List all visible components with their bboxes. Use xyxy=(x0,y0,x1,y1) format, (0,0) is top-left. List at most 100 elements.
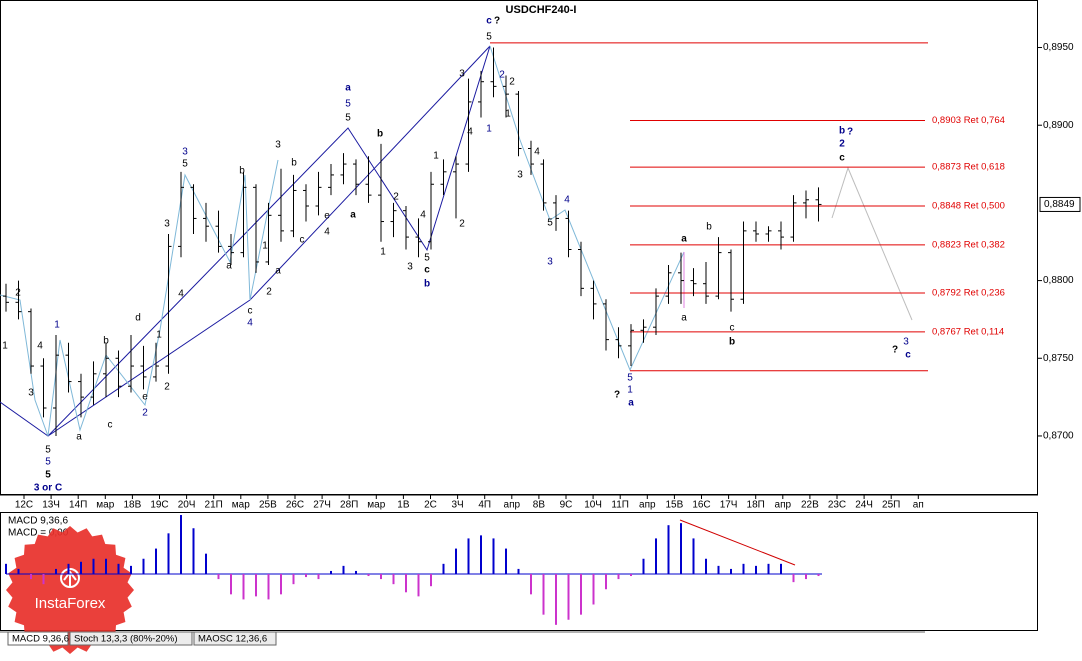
x-tick-label: 15В xyxy=(666,500,684,511)
macd-bar xyxy=(42,574,45,585)
macd-bar xyxy=(92,558,95,574)
wave-label: 5 xyxy=(45,445,51,456)
wave-label: a xyxy=(350,210,356,221)
macd-bar xyxy=(242,574,245,600)
fib-label: 0,8792 Ret 0,236 xyxy=(932,288,1005,299)
macd-value: MACD = 0,00 xyxy=(8,528,69,539)
macd-bar xyxy=(317,574,320,580)
watermark-text: InstaForex xyxy=(35,595,106,612)
wave-label: c xyxy=(248,306,253,317)
macd-bar xyxy=(292,574,295,585)
wave-label: 1 xyxy=(627,385,633,396)
x-tick-label: мар xyxy=(232,500,250,511)
logo-icon xyxy=(60,568,80,588)
macd-bar xyxy=(505,548,507,574)
macd-bar xyxy=(280,574,282,595)
macd-bar xyxy=(592,574,595,605)
wave-line xyxy=(0,45,491,437)
indicator-tab-label: MACD 9,36,6 xyxy=(12,634,69,645)
minor-wave-line xyxy=(0,159,279,437)
x-tick-label: 13Ч xyxy=(42,500,60,511)
wave-label: 4 xyxy=(178,289,184,300)
wave-label: b xyxy=(291,158,297,169)
macd-bar xyxy=(255,574,257,597)
x-tick-label: 12С xyxy=(15,500,33,511)
projection-line xyxy=(831,166,913,321)
wave-label: a xyxy=(345,83,351,94)
logo-badge xyxy=(6,526,134,654)
wave-label: 3 xyxy=(459,69,465,80)
wave-label: 4 xyxy=(324,227,330,238)
wave-label: 3 xyxy=(182,147,188,158)
wave-label: a xyxy=(76,432,82,443)
macd-bar xyxy=(305,574,307,578)
y-tick-label: 0,8900 xyxy=(1043,120,1074,131)
y-tick-label: 0,8700 xyxy=(1043,431,1074,442)
macd-bar xyxy=(642,558,645,574)
wave-label: 4 xyxy=(564,195,570,206)
macd-bar xyxy=(380,574,382,580)
macd-bar xyxy=(342,565,345,574)
macd-bar xyxy=(355,570,357,574)
indicator-tab-label: Stoch 13,3,3 (80%-20%) xyxy=(74,634,178,645)
wave-label: 2 xyxy=(15,288,21,299)
macd-bar xyxy=(742,563,745,574)
wave-label: b xyxy=(103,336,109,347)
x-tick-label: 20Ч xyxy=(178,500,196,511)
wave-label: 1 xyxy=(380,247,386,258)
x-tick-label: 16С xyxy=(692,500,710,511)
wave-label: c xyxy=(300,235,305,246)
x-tick-label: 28П xyxy=(340,500,358,511)
x-tick-label: 1В xyxy=(397,500,410,511)
macd-bar xyxy=(805,574,807,580)
wave-label: 2 xyxy=(499,70,505,81)
wave-label: 1 xyxy=(156,330,162,341)
macd-bar xyxy=(630,574,632,577)
wave-lines xyxy=(0,45,913,566)
wave-label: 5 xyxy=(547,218,553,229)
macd-bar xyxy=(130,565,132,574)
macd-bar xyxy=(605,574,607,590)
macd-bar xyxy=(330,570,332,574)
macd-title: MACD 9,36,6 xyxy=(8,516,68,527)
wave-label: c xyxy=(486,16,492,27)
wave-label: 3 xyxy=(903,337,909,348)
watermark-logo: InstaForex xyxy=(6,526,134,654)
macd-bar xyxy=(467,538,470,574)
macd-bar xyxy=(480,535,482,574)
x-tick-label: ап xyxy=(913,500,924,511)
wave-label: 1 xyxy=(486,124,492,135)
macd-bar xyxy=(530,574,532,595)
x-tick-label: 21П xyxy=(205,500,223,511)
wave-label: ? xyxy=(494,16,500,27)
macd-bar xyxy=(367,574,370,577)
wave-label: b xyxy=(377,129,383,140)
macd-bar xyxy=(217,574,220,580)
wave-label: 2 xyxy=(393,192,399,203)
y-tick-label: 0,8800 xyxy=(1043,275,1074,286)
macd-bar xyxy=(142,558,145,574)
wave-label: 1 xyxy=(54,320,60,331)
x-tick-label: 18В xyxy=(124,500,142,511)
wave-label: ? xyxy=(847,127,853,138)
x-tick-label: 3Ч xyxy=(451,500,463,511)
macd-bar xyxy=(5,563,7,574)
wave-label: c xyxy=(108,420,113,431)
wave-label: b xyxy=(706,222,712,233)
x-tick-label: 17Ч xyxy=(720,500,738,511)
macd-bar xyxy=(180,515,182,574)
fib-label: 0,8767 Ret 0,114 xyxy=(932,326,1004,337)
wave-label: b xyxy=(424,279,430,290)
wave-label: e xyxy=(324,211,330,222)
macd-bar xyxy=(730,568,732,574)
wave-label: 4 xyxy=(467,127,473,138)
macd-bar xyxy=(580,574,582,615)
x-tick-label: 4П xyxy=(478,500,491,511)
macd-bar xyxy=(792,574,795,583)
macd-bar xyxy=(117,563,120,574)
wave-label: 2 xyxy=(509,77,515,88)
fib-label: 0,8823 Ret 0,382 xyxy=(932,239,1005,250)
wave-label: 1 xyxy=(262,241,268,252)
